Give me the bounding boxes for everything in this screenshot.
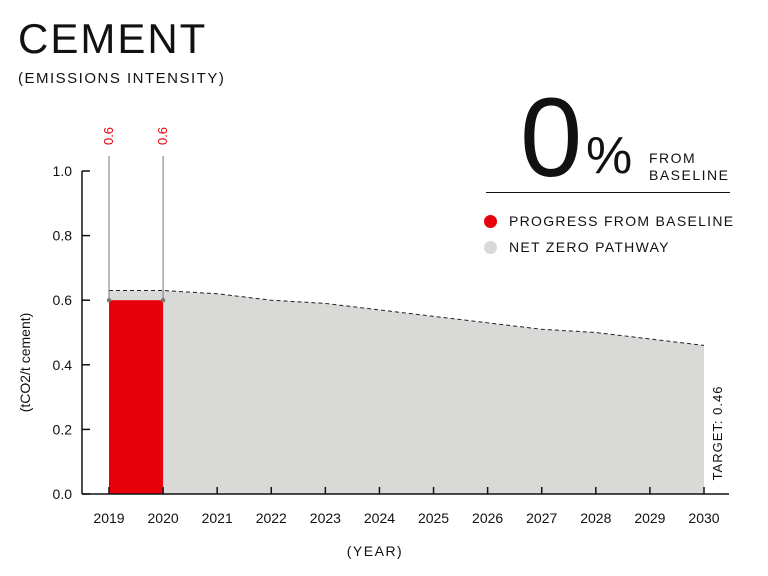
y-tick-label: 0.6 — [53, 292, 73, 308]
x-axis-label: (YEAR) — [347, 543, 403, 559]
x-tick-label: 2028 — [580, 510, 611, 526]
kpi-label-line1: FROM — [649, 150, 697, 166]
bar-label-2020: 0.6 — [155, 127, 170, 145]
x-tick-label: 2025 — [418, 510, 449, 526]
legend: PROGRESS FROM BASELINE NET ZERO PATHWAY — [484, 208, 734, 260]
x-tick-label: 2029 — [634, 510, 665, 526]
kpi-divider — [486, 192, 730, 193]
x-ticks: 2019 2020 2021 2022 2023 2024 2025 2026 2027 2028… — [93, 487, 720, 526]
page-subtitle: (EMISSIONS INTENSITY) — [18, 70, 226, 87]
y-tick-label: 0.4 — [53, 357, 73, 373]
target-label: TARGET: 0.46 — [710, 386, 725, 481]
y-axis-label: (tCO2/t cement) — [17, 313, 33, 413]
x-tick-label: 2030 — [688, 510, 719, 526]
bar-label-dot-2020 — [160, 298, 166, 303]
net-zero-pathway-area — [109, 290, 704, 494]
legend-item-progress: PROGRESS FROM BASELINE — [484, 208, 734, 234]
y-tick-label: 0.8 — [53, 228, 73, 244]
y-tick-label: 0.2 — [53, 421, 73, 437]
net-zero-pathway-line — [109, 290, 705, 346]
x-tick-label: 2019 — [93, 510, 124, 526]
kpi-label-line2: BASELINE — [649, 167, 730, 183]
legend-swatch-pathway — [484, 240, 497, 254]
progress-bar — [109, 300, 164, 494]
x-tick-label: 2026 — [472, 510, 503, 526]
y-ticks: 0.0 0.2 0.4 0.6 0.8 1.0 — [53, 163, 90, 502]
bar-label-2019: 0.6 — [101, 127, 116, 145]
x-tick-label: 2021 — [202, 510, 233, 526]
kpi-value: 0 — [520, 75, 582, 200]
bar-label-dot-2019 — [106, 298, 112, 303]
legend-label-pathway: NET ZERO PATHWAY — [509, 239, 670, 255]
kpi-unit: % — [586, 127, 633, 185]
y-tick-label: 1.0 — [53, 163, 73, 179]
x-tick-label: 2023 — [310, 510, 341, 526]
page-title: CEMENT — [18, 15, 208, 62]
x-tick-label: 2022 — [256, 510, 287, 526]
legend-item-pathway: NET ZERO PATHWAY — [484, 234, 734, 260]
y-tick-label: 0.0 — [53, 486, 73, 502]
legend-label-progress: PROGRESS FROM BASELINE — [509, 213, 735, 229]
x-tick-label: 2024 — [364, 510, 395, 526]
kpi-label: FROM BASELINE — [649, 150, 749, 184]
x-tick-label: 2020 — [148, 510, 179, 526]
legend-swatch-progress — [484, 214, 497, 228]
x-tick-label: 2027 — [526, 510, 557, 526]
